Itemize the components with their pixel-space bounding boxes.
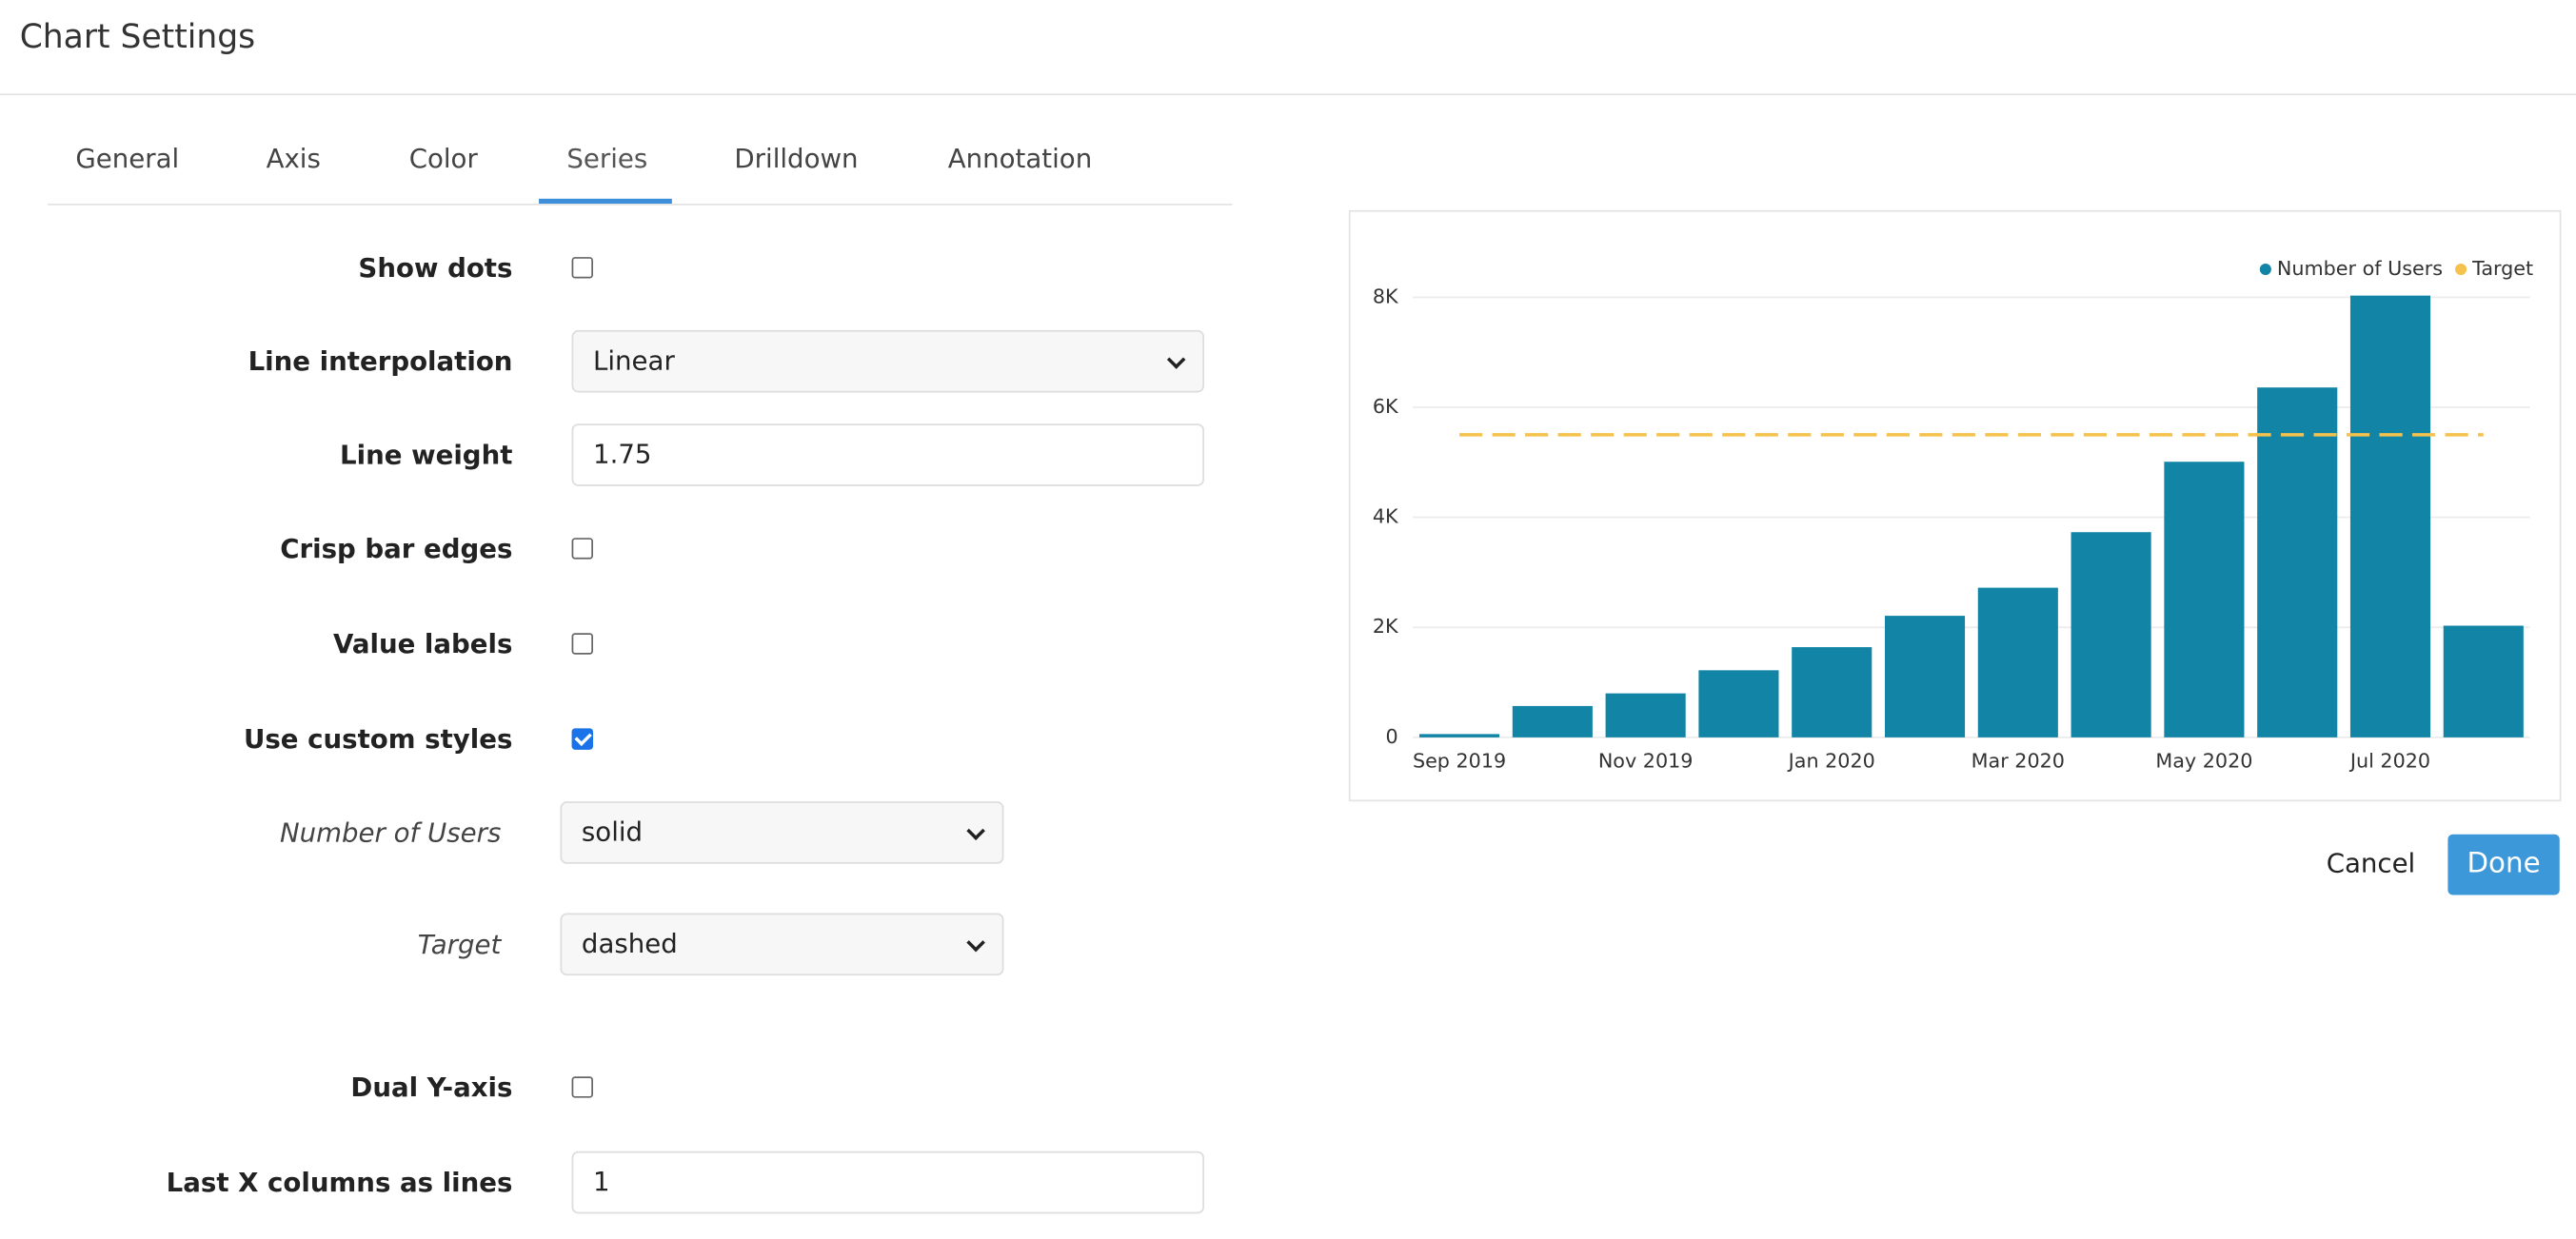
cancel-button[interactable]: Cancel	[2326, 847, 2416, 879]
bar	[1977, 587, 2058, 738]
text-input[interactable]: 1	[571, 1150, 1204, 1214]
bar	[2164, 462, 2245, 738]
y-tick-label: 0	[1385, 725, 1397, 748]
bar	[2349, 295, 2431, 738]
tab[interactable]: Drilldown	[734, 143, 859, 174]
field-label: Number of Users	[279, 816, 502, 849]
x-tick-label: Jan 2020	[1787, 750, 1875, 773]
x-tick-label: Mar 2020	[1972, 750, 2065, 773]
tab-divider	[48, 203, 1233, 206]
legend-label: Target	[2471, 257, 2533, 280]
field-label: Value labels	[332, 628, 513, 659]
bar	[2257, 387, 2338, 738]
select[interactable]: solid	[560, 801, 1004, 864]
tab[interactable]: Color	[408, 143, 478, 174]
y-tick-label: 6K	[1373, 395, 1398, 418]
field-label: Line weight	[340, 439, 513, 471]
field-label: Crisp bar edges	[280, 533, 513, 564]
checkbox[interactable]	[571, 728, 594, 750]
checkbox[interactable]	[571, 633, 594, 655]
legend-label: Number of Users	[2277, 257, 2443, 280]
checkbox[interactable]	[571, 257, 594, 279]
x-tick-label: Nov 2019	[1598, 750, 1694, 773]
bar	[1605, 693, 1686, 738]
field-label: Target	[417, 928, 502, 960]
bar	[1698, 670, 1779, 738]
active-tab-underline	[539, 198, 672, 204]
x-tick-label: May 2020	[2155, 750, 2252, 773]
select[interactable]: dashed	[560, 913, 1004, 976]
field-label: Last X columns as lines	[166, 1167, 513, 1198]
legend-dot	[2455, 263, 2467, 276]
bar	[2443, 625, 2524, 738]
text-input[interactable]: 1.75	[571, 423, 1204, 486]
bar	[1512, 705, 1593, 738]
checkbox[interactable]	[571, 1076, 594, 1098]
bar	[1792, 647, 1873, 738]
field-label: Show dots	[358, 251, 513, 284]
select[interactable]: Linear	[571, 329, 1204, 393]
done-button[interactable]: Done	[2447, 834, 2560, 895]
header-divider	[0, 93, 2576, 96]
tab[interactable]: Annotation	[947, 143, 1093, 174]
tab[interactable]: Axis	[266, 143, 321, 174]
tab[interactable]: Series	[566, 143, 648, 174]
bar	[2071, 532, 2151, 738]
x-tick-label: Sep 2019	[1413, 750, 1506, 773]
y-tick-label: 2K	[1373, 615, 1398, 638]
checkbox[interactable]	[571, 538, 594, 560]
bar	[1884, 616, 1966, 738]
tab[interactable]: General	[75, 143, 180, 174]
x-tick-label: Jul 2020	[2348, 750, 2430, 773]
bar	[1419, 734, 1500, 738]
chart-preview: 0 2K 4K 6K 8K Sep 2019 Nov 2019 Jan 2020 Mar 202…	[1348, 209, 2562, 802]
y-tick-label: 8K	[1373, 285, 1398, 307]
field-label: Dual Y-axis	[350, 1072, 513, 1103]
field-label: Use custom styles	[243, 723, 513, 755]
field-label: Line interpolation	[248, 345, 513, 378]
y-tick-label: 4K	[1373, 505, 1398, 528]
dialog-title: Chart Settings	[19, 16, 256, 56]
chart: 0 2K 4K 6K 8K Sep 2019 Nov 2019 Jan 2020 Mar 202…	[1373, 257, 2533, 773]
legend-dot	[2259, 263, 2271, 276]
